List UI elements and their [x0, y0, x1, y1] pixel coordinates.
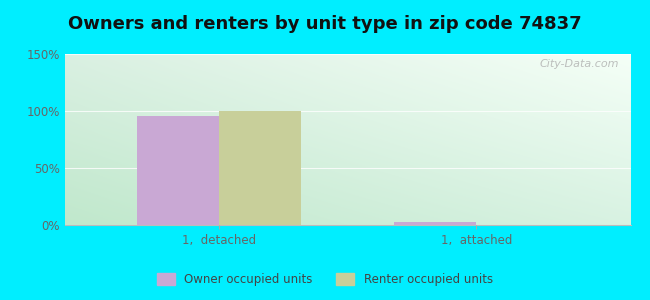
- Bar: [394, 222, 476, 225]
- Bar: [137, 116, 219, 225]
- Legend: Owner occupied units, Renter occupied units: Owner occupied units, Renter occupied un…: [153, 268, 497, 291]
- Text: City-Data.com: City-Data.com: [540, 59, 619, 69]
- Bar: [219, 111, 302, 225]
- Text: Owners and renters by unit type in zip code 74837: Owners and renters by unit type in zip c…: [68, 15, 582, 33]
